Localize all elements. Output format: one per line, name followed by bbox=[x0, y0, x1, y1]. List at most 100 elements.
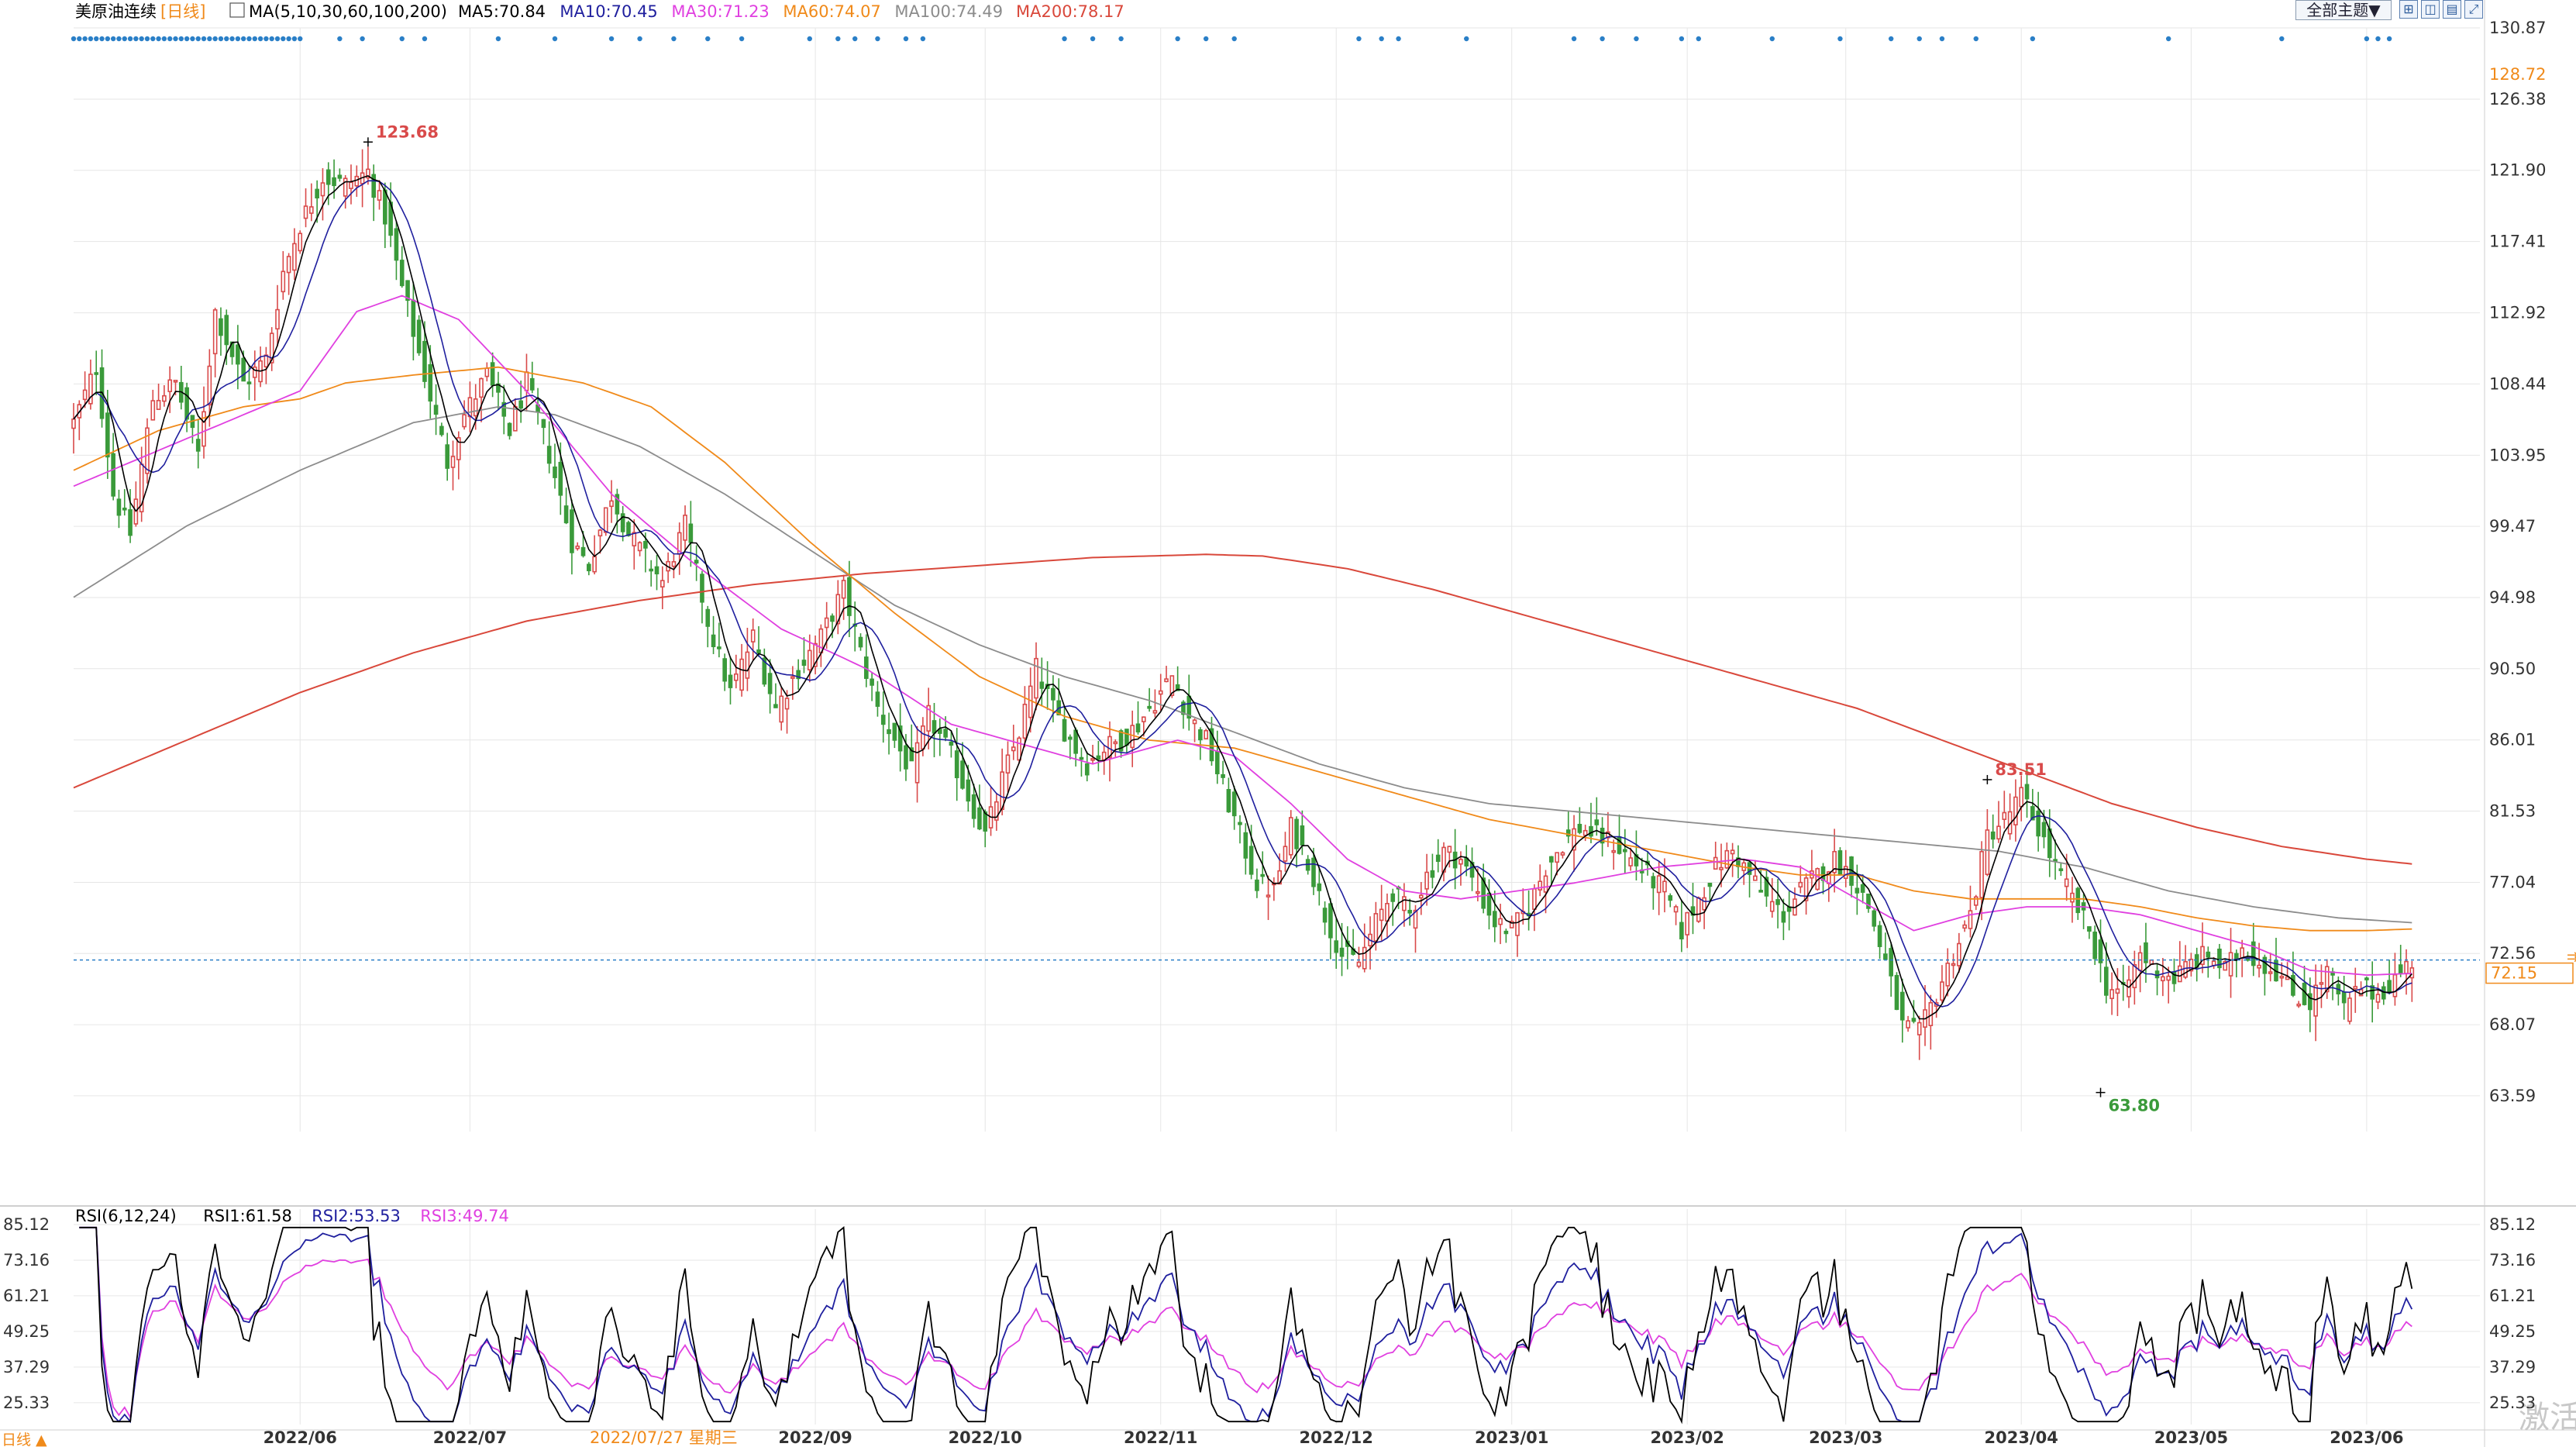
candle[interactable] bbox=[1090, 758, 1095, 761]
candle[interactable] bbox=[1594, 819, 1600, 825]
candle[interactable] bbox=[1062, 718, 1067, 742]
candle[interactable] bbox=[1226, 789, 1231, 813]
candle[interactable] bbox=[1028, 685, 1033, 718]
candle[interactable] bbox=[2319, 982, 2324, 985]
candle[interactable] bbox=[201, 411, 206, 447]
candle[interactable] bbox=[1498, 918, 1503, 925]
candle[interactable] bbox=[439, 425, 444, 436]
candle[interactable] bbox=[2200, 946, 2205, 965]
candle[interactable] bbox=[337, 174, 343, 179]
candle[interactable] bbox=[824, 617, 829, 629]
candle[interactable] bbox=[1476, 891, 1480, 894]
candle[interactable] bbox=[914, 742, 920, 784]
candle[interactable] bbox=[1702, 897, 1706, 911]
candle[interactable] bbox=[394, 228, 399, 261]
candle[interactable] bbox=[2109, 989, 2114, 1000]
grid-icon[interactable]: ⊞ bbox=[2399, 0, 2418, 19]
candle[interactable] bbox=[1152, 710, 1158, 714]
candle[interactable] bbox=[428, 363, 433, 402]
candle[interactable] bbox=[1311, 857, 1316, 887]
candle[interactable] bbox=[892, 722, 897, 741]
candle[interactable] bbox=[1238, 822, 1242, 825]
candle[interactable] bbox=[546, 446, 552, 464]
candle[interactable] bbox=[2013, 796, 2018, 825]
indicator-toggle-icon[interactable] bbox=[229, 2, 245, 18]
candle[interactable] bbox=[904, 745, 908, 770]
candle[interactable] bbox=[570, 509, 574, 553]
candle[interactable] bbox=[949, 741, 954, 746]
candle[interactable] bbox=[2064, 878, 2069, 887]
candle[interactable] bbox=[1356, 961, 1362, 967]
candle[interactable] bbox=[1679, 922, 1684, 940]
candle[interactable] bbox=[2353, 986, 2358, 990]
candle[interactable] bbox=[162, 394, 167, 402]
candle[interactable] bbox=[2075, 887, 2081, 914]
candle[interactable] bbox=[700, 574, 704, 603]
candle[interactable] bbox=[145, 427, 150, 474]
candle[interactable] bbox=[529, 377, 535, 391]
candle[interactable] bbox=[82, 389, 88, 401]
candle[interactable] bbox=[1322, 908, 1328, 923]
candle[interactable] bbox=[1781, 911, 1786, 923]
candle[interactable] bbox=[1135, 723, 1141, 732]
candle[interactable] bbox=[269, 332, 274, 363]
candle[interactable] bbox=[796, 670, 801, 680]
candle[interactable] bbox=[1017, 737, 1021, 761]
candle[interactable] bbox=[1492, 911, 1497, 928]
candle[interactable] bbox=[971, 794, 976, 819]
candle[interactable] bbox=[1866, 893, 1871, 909]
candle[interactable] bbox=[422, 340, 427, 382]
candle[interactable] bbox=[252, 366, 257, 378]
candle[interactable] bbox=[1073, 729, 1078, 754]
candle[interactable] bbox=[467, 397, 473, 418]
candle[interactable] bbox=[626, 522, 631, 536]
candle[interactable] bbox=[2392, 973, 2398, 997]
candle[interactable] bbox=[1724, 849, 1730, 869]
candle[interactable] bbox=[790, 676, 795, 679]
candle[interactable] bbox=[1634, 854, 1639, 866]
candle[interactable] bbox=[524, 371, 529, 391]
candle[interactable] bbox=[1147, 705, 1152, 709]
candle[interactable] bbox=[1769, 901, 1775, 912]
candle[interactable] bbox=[1582, 829, 1588, 836]
candle[interactable] bbox=[756, 649, 761, 654]
candle[interactable] bbox=[1198, 729, 1203, 741]
candle[interactable] bbox=[1260, 873, 1266, 877]
candle[interactable] bbox=[1719, 866, 1724, 870]
candle[interactable] bbox=[1181, 701, 1186, 715]
candle[interactable] bbox=[2070, 892, 2075, 903]
candle[interactable] bbox=[1413, 909, 1418, 929]
panel-icon[interactable]: ▤ bbox=[2443, 0, 2461, 19]
candle[interactable] bbox=[943, 729, 948, 738]
candle[interactable] bbox=[609, 500, 614, 508]
candle[interactable] bbox=[773, 704, 778, 708]
candle[interactable] bbox=[1957, 942, 1961, 966]
candle[interactable] bbox=[587, 563, 591, 572]
candle[interactable] bbox=[2302, 983, 2307, 1005]
candle[interactable] bbox=[1243, 832, 1248, 859]
candle[interactable] bbox=[1248, 846, 1254, 875]
candle[interactable] bbox=[303, 205, 308, 219]
candle[interactable] bbox=[1600, 827, 1605, 844]
candle[interactable] bbox=[332, 177, 336, 187]
candle[interactable] bbox=[1673, 906, 1679, 913]
candle[interactable] bbox=[1294, 818, 1299, 849]
candle[interactable] bbox=[2234, 953, 2239, 959]
candle[interactable] bbox=[887, 729, 891, 735]
candle[interactable] bbox=[122, 507, 127, 511]
candle[interactable] bbox=[1707, 882, 1713, 887]
candle[interactable] bbox=[1883, 953, 1888, 960]
candle[interactable] bbox=[343, 177, 348, 197]
candle[interactable] bbox=[94, 372, 99, 375]
candle[interactable] bbox=[473, 398, 478, 417]
candle[interactable] bbox=[580, 546, 586, 556]
candle[interactable] bbox=[1214, 751, 1220, 774]
candle[interactable] bbox=[1832, 850, 1837, 873]
candle[interactable] bbox=[2296, 1003, 2302, 1007]
candle[interactable] bbox=[632, 532, 637, 546]
candle[interactable] bbox=[1255, 879, 1259, 891]
candle[interactable] bbox=[2154, 970, 2160, 979]
candle[interactable] bbox=[2041, 822, 2047, 838]
candle[interactable] bbox=[1362, 946, 1367, 970]
